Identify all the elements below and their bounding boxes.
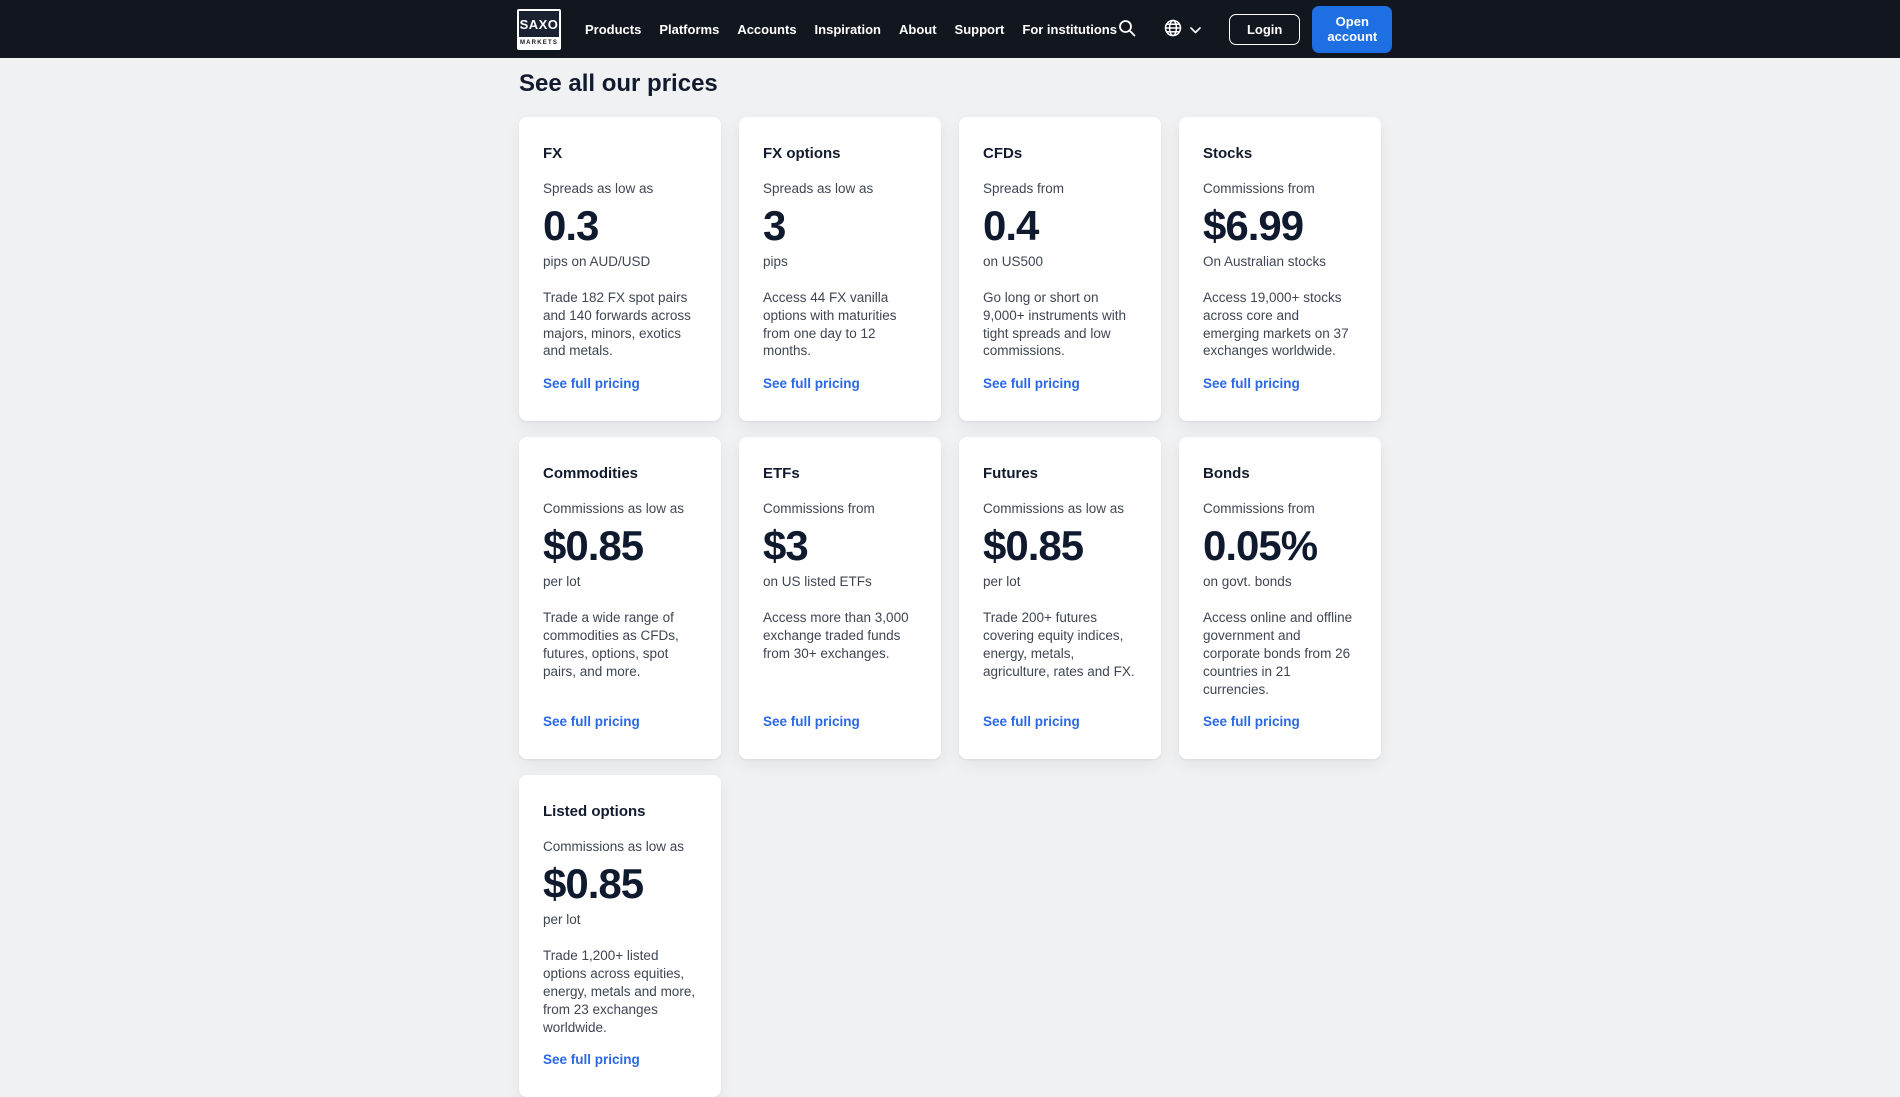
card-price-value: $0.85 [543, 522, 644, 570]
card-price-value: $0.85 [983, 522, 1084, 570]
card-price-unit: per lot [543, 912, 581, 928]
open-account-button[interactable]: Open account [1312, 5, 1393, 53]
card-price-unit: on govt. bonds [1203, 574, 1292, 590]
card-description: Trade 1,200+ listed options across equit… [543, 948, 696, 1035]
pricing-cards-grid: FX Spreads as low as 0.3 pips on AUD/USD… [519, 117, 1381, 1097]
saxo-markets-logo[interactable]: SAXO MARKETS [517, 8, 561, 50]
card-title: Commodities [543, 465, 639, 483]
pricing-section: See all our prices FX Spreads as low as … [519, 58, 1381, 1097]
nav-item-platforms[interactable]: Platforms [659, 21, 720, 37]
card-description: Access more than 3,000 exchange traded f… [763, 610, 909, 661]
globe-icon [1163, 18, 1183, 41]
card-description: Trade 182 FX spot pairs and 140 forwards… [543, 290, 691, 359]
card-price-label: Spreads as low as [763, 181, 874, 196]
card-title: ETFs [763, 465, 800, 483]
card-price-unit: on US500 [983, 254, 1044, 269]
see-full-pricing-link[interactable]: See full pricing [1203, 376, 1300, 392]
pricing-card-commodities: Commodities Commissions as low as $0.85 … [519, 437, 721, 760]
card-price-label: Commissions from [1203, 181, 1315, 196]
card-title: FX [543, 145, 563, 162]
logo-text-markets: MARKETS [519, 36, 559, 48]
language-selector[interactable] [1163, 18, 1201, 41]
card-title: FX options [763, 145, 841, 162]
card-price-label: Commissions as low as [983, 501, 1125, 517]
see-full-pricing-link[interactable]: See full pricing [543, 1052, 640, 1068]
see-full-pricing-link[interactable]: See full pricing [763, 376, 860, 392]
card-price-value: $0.85 [543, 860, 644, 908]
card-title: Stocks [1203, 145, 1253, 162]
card-price-label: Commissions from [763, 501, 875, 517]
pricing-card-fx-options: FX options Spreads as low as 3 pips Acce… [739, 117, 941, 422]
nav-item-support[interactable]: Support [954, 21, 1005, 37]
nav-item-accounts[interactable]: Accounts [737, 21, 797, 37]
card-price-label: Commissions as low as [543, 501, 685, 517]
card-price-unit: pips [763, 254, 788, 269]
card-price-value: $6.99 [1203, 202, 1304, 249]
page-title: See all our prices [519, 70, 718, 97]
pricing-card-etfs: ETFs Commissions from $3 on US listed ET… [739, 437, 941, 760]
card-price-value: 0.4 [983, 202, 1039, 249]
see-full-pricing-link[interactable]: See full pricing [543, 714, 640, 730]
site-header: SAXO MARKETS Products Platforms Accounts… [0, 0, 1900, 58]
card-description: Go long or short on 9,000+ instruments w… [983, 290, 1126, 359]
card-price-unit: per lot [983, 574, 1021, 590]
login-button[interactable]: Login [1228, 13, 1301, 45]
card-price-value: 3 [763, 202, 786, 249]
card-description: Trade a wide range of commodities as CFD… [543, 610, 679, 679]
card-price-unit: per lot [543, 574, 581, 590]
card-price-unit: On Australian stocks [1203, 254, 1327, 269]
card-title: Futures [983, 465, 1039, 483]
card-price-value: 0.3 [543, 202, 599, 249]
nav-item-about[interactable]: About [899, 21, 937, 37]
header-container: SAXO MARKETS Products Platforms Accounts… [517, 5, 1393, 53]
card-price-label: Spreads as low as [543, 181, 654, 196]
card-title: Bonds [1203, 465, 1250, 483]
main-nav: Products Platforms Accounts Inspiration … [585, 22, 1117, 37]
card-description: Trade 200+ futures covering equity indic… [983, 610, 1135, 679]
nav-item-for-institutions[interactable]: For institutions [1022, 21, 1117, 37]
search-icon [1117, 18, 1137, 41]
pricing-card-listed-options: Listed options Commissions as low as $0.… [519, 775, 721, 1097]
see-full-pricing-link[interactable]: See full pricing [543, 376, 640, 392]
card-price-label: Spreads from [983, 181, 1065, 196]
see-full-pricing-link[interactable]: See full pricing [1203, 714, 1300, 730]
card-price-label: Commissions as low as [543, 839, 685, 855]
nav-item-products[interactable]: Products [585, 21, 642, 37]
card-description: Access 19,000+ stocks across core and em… [1203, 290, 1349, 359]
pricing-card-cfds: CFDs Spreads from 0.4 on US500 Go long o… [959, 117, 1161, 422]
pricing-card-futures: Futures Commissions as low as $0.85 per … [959, 437, 1161, 760]
card-price-label: Commissions from [1203, 501, 1315, 517]
card-title: Listed options [543, 803, 646, 821]
card-price-unit: pips on AUD/USD [543, 254, 651, 269]
card-price-unit: on US listed ETFs [763, 574, 872, 590]
card-description: Access online and offline government and… [1203, 610, 1353, 697]
search-button[interactable] [1117, 18, 1137, 41]
card-price-value: 0.05% [1203, 522, 1318, 570]
nav-item-inspiration[interactable]: Inspiration [814, 21, 881, 37]
header-actions: Login Open account [1117, 5, 1393, 53]
pricing-card-fx: FX Spreads as low as 0.3 pips on AUD/USD… [519, 117, 721, 422]
see-full-pricing-link[interactable]: See full pricing [983, 714, 1080, 730]
card-title: CFDs [983, 145, 1023, 162]
see-full-pricing-link[interactable]: See full pricing [983, 376, 1080, 392]
pricing-card-stocks: Stocks Commissions from $6.99 On Austral… [1179, 117, 1381, 422]
card-price-value: $3 [763, 522, 809, 570]
chevron-down-icon [1190, 22, 1201, 37]
see-full-pricing-link[interactable]: See full pricing [763, 714, 860, 730]
logo-text-saxo: SAXO [519, 10, 559, 37]
pricing-card-bonds: Bonds Commissions from 0.05% on govt. bo… [1179, 437, 1381, 760]
card-description: Access 44 FX vanilla options with maturi… [763, 290, 897, 359]
